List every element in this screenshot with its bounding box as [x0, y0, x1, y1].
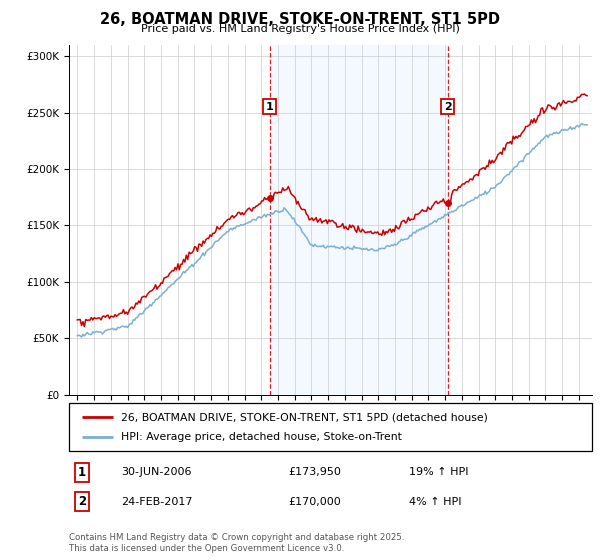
- Text: 19% ↑ HPI: 19% ↑ HPI: [409, 468, 469, 478]
- Text: £170,000: £170,000: [289, 497, 341, 507]
- Bar: [269, 45, 448, 395]
- Text: 2: 2: [78, 495, 86, 508]
- Text: 1: 1: [78, 466, 86, 479]
- Text: HPI: Average price, detached house, Stoke-on-Trent: HPI: Average price, detached house, Stok…: [121, 432, 402, 442]
- Text: Contains HM Land Registry data © Crown copyright and database right 2025.
This d: Contains HM Land Registry data © Crown c…: [69, 533, 404, 553]
- Text: 26, BOATMAN DRIVE, STOKE-ON-TRENT, ST1 5PD: 26, BOATMAN DRIVE, STOKE-ON-TRENT, ST1 5…: [100, 12, 500, 27]
- Text: 30-JUN-2006: 30-JUN-2006: [121, 468, 192, 478]
- Text: 4% ↑ HPI: 4% ↑ HPI: [409, 497, 461, 507]
- Text: 1: 1: [266, 102, 274, 112]
- Text: 26, BOATMAN DRIVE, STOKE-ON-TRENT, ST1 5PD (detached house): 26, BOATMAN DRIVE, STOKE-ON-TRENT, ST1 5…: [121, 413, 488, 422]
- Text: 24-FEB-2017: 24-FEB-2017: [121, 497, 193, 507]
- Text: £173,950: £173,950: [289, 468, 341, 478]
- Text: Price paid vs. HM Land Registry's House Price Index (HPI): Price paid vs. HM Land Registry's House …: [140, 24, 460, 34]
- Text: 2: 2: [444, 102, 451, 112]
